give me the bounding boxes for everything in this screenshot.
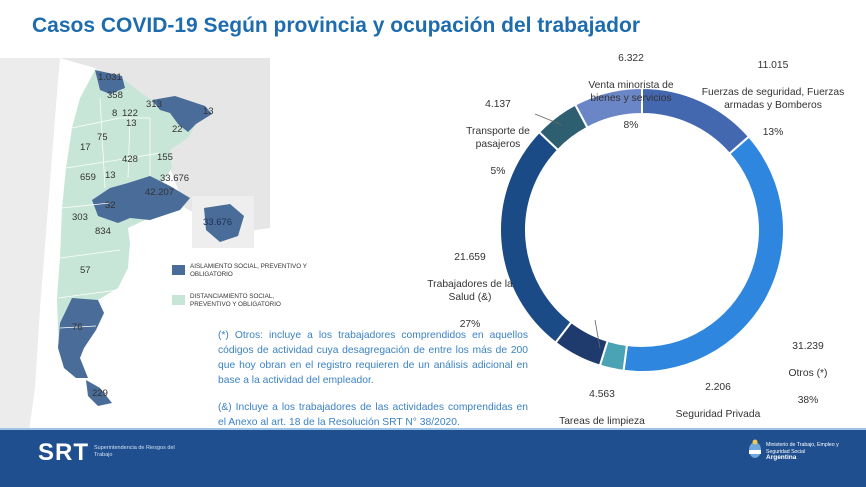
map-province-value: 229 <box>92 388 108 399</box>
map-aislamiento-north <box>95 70 125 94</box>
ministry-logo: Ministerio de Trabajo, Empleo y Segurida… <box>766 442 861 462</box>
map-province-value: 303 <box>72 212 88 223</box>
map-province-value: 42.207 <box>145 187 174 198</box>
note-salud: (&) Incluye a los trabajadores de las ac… <box>218 402 528 428</box>
map-province-value: 428 <box>122 154 138 165</box>
map-province-value: 33.676 <box>160 173 189 184</box>
label-limpieza-value: 4.563 <box>589 388 615 400</box>
label-fuerzas: 11.015 Fuerzas de seguridad, Fuerzas arm… <box>688 45 858 153</box>
note-otros: (*) Otros: incluye a los trabajadores co… <box>218 330 528 386</box>
srt-logo: SRT <box>38 439 89 466</box>
donut-leader-line <box>534 113 563 126</box>
coat-of-arms-icon <box>749 439 761 458</box>
label-transporte-value: 4.137 <box>485 98 511 110</box>
map-province-value: 13 <box>126 118 137 129</box>
label-salud: 21.659 Trabajadores de la Salud (&) 27% <box>418 237 522 345</box>
label-fuerzas-value: 11.015 <box>757 59 789 71</box>
label-transporte-name: Transporte de pasajeros <box>466 125 530 151</box>
map-province-value: 13 <box>105 170 116 181</box>
map-aislamiento-buenos-aires <box>92 176 190 223</box>
map-province-value: 57 <box>80 265 91 276</box>
map-province-value: 155 <box>157 152 173 163</box>
footer-bar: SRT Superintendencia de Riesgos del Trab… <box>0 430 866 487</box>
map-inset-caba <box>204 204 244 242</box>
label-salud-name: Trabajadores de la Salud (&) <box>427 278 513 304</box>
map-aislamiento-patagonia <box>58 298 104 378</box>
footer-divider <box>0 428 866 430</box>
label-fuerzas-pct: 13% <box>762 127 784 138</box>
map-province-value: 76 <box>72 322 83 333</box>
label-otros-pct: 38% <box>797 394 819 406</box>
legend-label-distanciamiento: DISTANCIAMIENTO SOCIAL, PREVENTIVO Y OBL… <box>190 293 281 308</box>
srt-logo-subtitle: Superintendencia de Riesgos del Trabajo <box>94 445 175 458</box>
label-transporte-pct: 5% <box>490 166 506 177</box>
map-province-value: 75 <box>97 132 108 143</box>
map-province-value: 313 <box>146 99 162 110</box>
label-venta-value: 6.322 <box>618 52 644 64</box>
donut-leader-line <box>594 319 601 349</box>
legend-swatch-distanciamiento <box>172 295 185 305</box>
label-salud-pct: 27% <box>459 319 481 330</box>
map-province-value: 358 <box>107 90 123 101</box>
map-province-value: 32 <box>105 200 116 211</box>
label-venta: 6.322 Venta minorista de bienes y servic… <box>580 38 682 146</box>
label-venta-name: Venta minorista de bienes y servicios <box>588 79 674 105</box>
donut-slice <box>622 135 785 373</box>
label-venta-pct: 8% <box>623 120 639 131</box>
map-aislamiento-tierra-del-fuego <box>86 380 112 406</box>
donut-slice <box>573 86 643 129</box>
map-province-value: 659 <box>80 172 96 183</box>
argentina-map: 1.031 358 313 13 8 122 13 22 75 17 428 155 659 13 33.6… <box>0 58 307 438</box>
map-province-value: 8 <box>112 108 117 119</box>
label-otros-value: 31.239 <box>792 340 824 352</box>
map-province-value: 17 <box>80 142 91 153</box>
map-province-value: 13 <box>203 106 214 117</box>
legend-swatch-aislamiento <box>172 265 185 275</box>
label-otros: 31.239 Otros (*) 38% <box>768 326 848 421</box>
label-salud-value: 21.659 <box>454 251 486 263</box>
label-seguridad-name: Seguridad Privada <box>675 408 761 420</box>
map-province-value: 1.031 <box>98 72 122 83</box>
map-province-value: 122 <box>122 108 138 119</box>
label-transporte: 4.137 Transporte de pasajeros 5% <box>458 84 538 192</box>
legend-label-aislamiento: AISLAMIENTO SOCIAL, PREVENTIVO Y OBLIGAT… <box>190 263 307 278</box>
occupation-donut-chart <box>380 30 866 440</box>
label-otros-name: Otros (*) <box>788 367 828 379</box>
ministry-name: Ministerio de Trabajo, Empleo y Segurida… <box>766 442 839 455</box>
label-fuerzas-name: Fuerzas de seguridad, Fuerzas armadas y … <box>701 86 845 112</box>
map-aislamiento-chaco <box>152 96 212 132</box>
map-province-value: 834 <box>95 226 111 237</box>
page-title: Casos COVID-19 Según provincia y ocupaci… <box>32 14 640 37</box>
map-inset-value: 33.676 <box>203 217 232 228</box>
ministry-country: Argentina <box>766 454 797 461</box>
label-seguridad-value: 2.206 <box>705 381 731 393</box>
map-province-value: 22 <box>172 124 183 135</box>
